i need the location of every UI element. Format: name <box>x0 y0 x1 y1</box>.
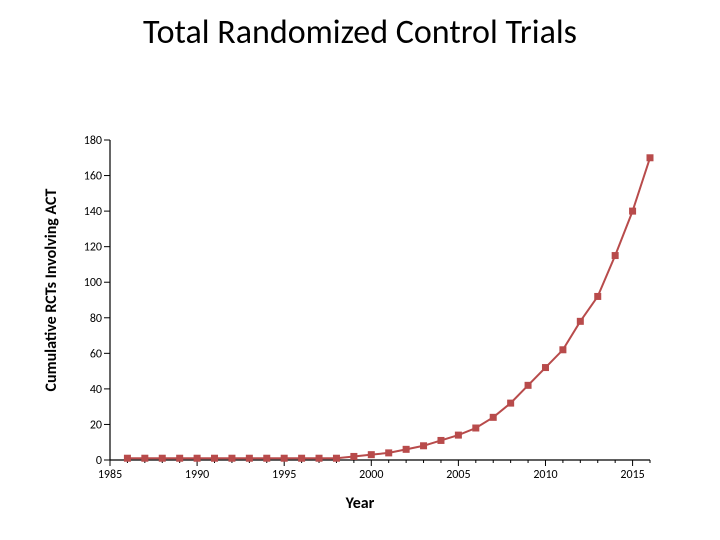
chart: 0 20 40 60 80 100 120 140 160 180 1985 1990 1995 2000… <box>60 130 660 490</box>
x-tick-label: 2000 <box>359 468 383 482</box>
y-tick-label: 60 <box>90 347 102 361</box>
series-marker <box>159 455 166 462</box>
series-marker <box>281 455 288 462</box>
series-marker <box>629 208 636 215</box>
y-tick-label: 160 <box>84 170 102 184</box>
series-marker <box>350 453 357 460</box>
y-tick-label: 120 <box>84 241 102 255</box>
series-marker <box>403 446 410 453</box>
series-marker <box>472 425 479 432</box>
series-marker <box>559 346 566 353</box>
series-marker <box>490 414 497 421</box>
series-marker <box>333 455 340 462</box>
x-tick-label: 1985 <box>98 468 122 482</box>
x-tick-label: 1990 <box>185 468 209 482</box>
series-marker <box>211 455 218 462</box>
y-tick-label: 40 <box>90 383 102 397</box>
series-marker <box>612 252 619 259</box>
y-tick-label: 100 <box>84 276 102 290</box>
series-marker <box>437 437 444 444</box>
slide: Total Randomized Control Trials Cumulati… <box>0 0 720 540</box>
series-marker <box>594 293 601 300</box>
x-tick-label: 2005 <box>446 468 470 482</box>
series-marker <box>385 449 392 456</box>
chart-svg: 0 20 40 60 80 100 120 140 160 180 1985 1990 1995 2000… <box>60 130 660 490</box>
series-marker <box>194 455 201 462</box>
y-tick-label: 80 <box>90 312 102 326</box>
series-marker <box>420 442 427 449</box>
y-tick-label: 0 <box>96 454 102 468</box>
series-marker <box>228 455 235 462</box>
series-marker <box>298 455 305 462</box>
series-marker <box>263 455 270 462</box>
page-title: Total Randomized Control Trials <box>0 12 720 53</box>
x-tick-label: 1995 <box>272 468 296 482</box>
series-marker <box>542 364 549 371</box>
series-marker <box>525 382 532 389</box>
series-marker <box>141 455 148 462</box>
series-marker <box>577 318 584 325</box>
series-marker <box>176 455 183 462</box>
x-axis-title: Year <box>60 494 660 513</box>
series-marker <box>124 455 131 462</box>
y-tick-label: 20 <box>90 418 102 432</box>
x-tick-label: 2010 <box>533 468 557 482</box>
series-marker <box>316 455 323 462</box>
series-marker <box>455 432 462 439</box>
x-tick-label: 2015 <box>620 468 644 482</box>
y-tick-label: 140 <box>84 205 102 219</box>
series-marker <box>647 154 654 161</box>
series-marker <box>507 400 514 407</box>
series-marker <box>368 451 375 458</box>
y-tick-label: 180 <box>84 134 102 148</box>
y-axis-title: Cumulative RCTs Involving ACT <box>42 110 62 470</box>
series-line <box>127 158 650 458</box>
series-marker <box>246 455 253 462</box>
